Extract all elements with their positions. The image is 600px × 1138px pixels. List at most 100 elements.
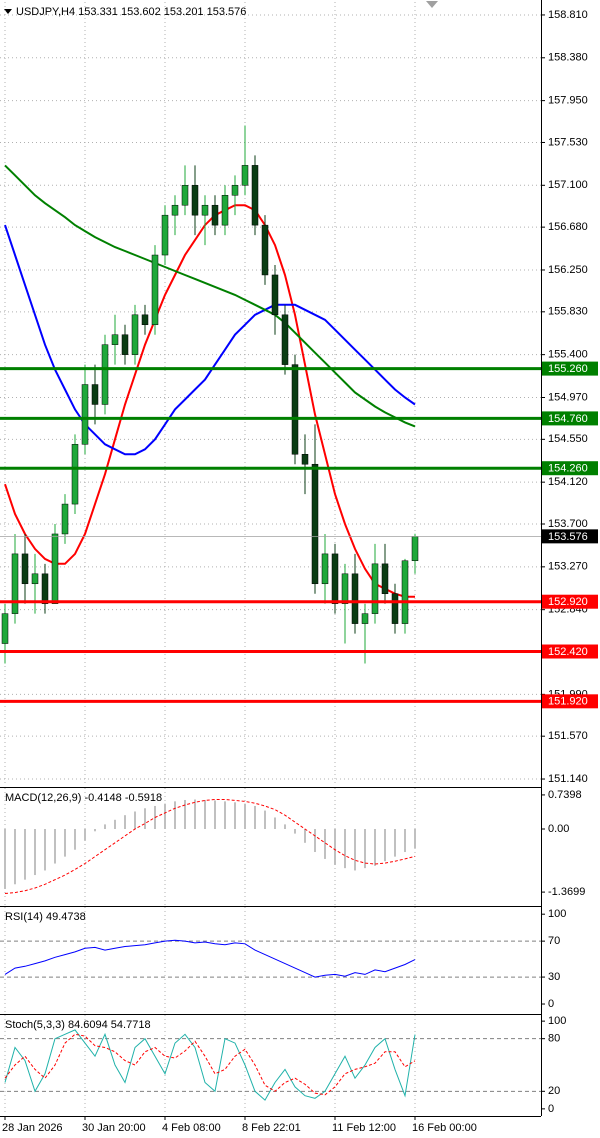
panel-title: Stoch(5,3,3) 84.6094 54.7718 <box>5 1019 151 1031</box>
candle-body <box>51 533 59 604</box>
macd-bar <box>414 828 416 849</box>
candle-body <box>151 254 159 326</box>
macd-bar <box>244 803 246 829</box>
candle-body <box>291 364 299 455</box>
y-tick-label: 0 <box>548 998 554 1010</box>
macd-bar <box>24 828 26 880</box>
candle-body <box>211 204 219 226</box>
x-tick-label: 30 Jan 20:00 <box>82 1122 146 1134</box>
macd-bar <box>64 828 66 857</box>
y-tick-label: 153.700 <box>548 518 588 530</box>
candle-body <box>381 563 389 594</box>
candle-body <box>91 384 99 405</box>
macd-bar <box>114 819 116 829</box>
y-tick-label: 157.530 <box>548 136 588 148</box>
candle-body <box>281 314 289 365</box>
candle-body <box>31 573 39 585</box>
macd-bar <box>334 828 336 865</box>
y-tick-label: 100 <box>548 1015 566 1027</box>
macd-bar <box>164 803 166 829</box>
candle-body <box>61 503 69 535</box>
x-tick-label: 11 Feb 12:00 <box>332 1122 396 1134</box>
y-tick-label: 0.00 <box>548 823 569 835</box>
y-tick-label: 154.550 <box>548 433 588 445</box>
y-tick-label: 0 <box>548 1103 554 1115</box>
macd-bar <box>324 828 326 859</box>
candle-body <box>121 334 129 355</box>
candle-body <box>251 165 259 226</box>
last-price-box <box>542 529 598 544</box>
candle-body <box>141 314 149 326</box>
last-price-label: 153.576 <box>548 531 588 543</box>
macd-bar <box>174 801 176 829</box>
macd-bar <box>134 811 136 829</box>
x-tick-label: 4 Feb 08:00 <box>162 1122 221 1134</box>
y-tick-label: 0.7398 <box>548 789 582 801</box>
candle-body <box>21 553 29 585</box>
macd-bar <box>404 828 406 853</box>
candle-body <box>401 560 409 624</box>
panel-title: RSI(14) 49.4738 <box>5 911 86 923</box>
indicator-line <box>4 1029 416 1101</box>
candle-body <box>181 185 189 206</box>
macd-bar <box>4 828 6 889</box>
candle-body <box>271 274 279 316</box>
y-tick-label: 158.380 <box>548 52 588 64</box>
macd-bar <box>144 808 146 829</box>
y-tick-label: 30 <box>548 971 560 983</box>
candle-body <box>321 553 329 585</box>
candle-body <box>351 573 359 624</box>
y-tick-label: 153.270 <box>548 561 588 573</box>
level-label: 154.760 <box>548 413 588 425</box>
moving-average <box>4 224 416 456</box>
level-label: 155.260 <box>548 363 588 375</box>
macd-bar <box>34 828 36 876</box>
macd-bar <box>84 828 86 841</box>
macd-bar <box>184 799 186 829</box>
level-label-box <box>542 694 598 709</box>
level-label-box <box>542 461 598 476</box>
candle-body <box>341 573 349 604</box>
macd-bar <box>384 828 386 862</box>
y-tick-label: 155.830 <box>548 306 588 318</box>
macd-bar <box>314 828 316 853</box>
indicator-line <box>4 1033 416 1096</box>
panel-title: MACD(12,26,9) -0.4148 -0.5918 <box>5 792 162 804</box>
macd-bar <box>374 828 376 866</box>
macd-bar <box>344 828 346 869</box>
moving-average <box>4 204 415 598</box>
level-label-box <box>542 411 598 426</box>
macd-bar <box>74 828 76 850</box>
macd-bar <box>364 828 366 869</box>
candle-body <box>301 454 309 465</box>
level-label: 152.920 <box>548 596 588 608</box>
macd-bar <box>234 802 236 829</box>
candle-body <box>221 195 229 226</box>
candle-body <box>11 553 19 614</box>
y-tick-label: 80 <box>548 1033 560 1045</box>
candle-body <box>1 613 9 644</box>
x-tick-label: 28 Jan 2026 <box>2 1122 63 1134</box>
candle-body <box>171 204 179 216</box>
candle-body <box>161 214 169 256</box>
level-label: 151.920 <box>548 696 588 708</box>
candle-body <box>261 224 269 276</box>
y-tick-label: 154.120 <box>548 476 588 488</box>
macd-bar <box>44 828 46 871</box>
candle-body <box>331 553 339 604</box>
macd-bar <box>104 824 106 829</box>
signal-line <box>4 799 416 894</box>
y-tick-label: 156.680 <box>548 221 588 233</box>
menu-arrow[interactable] <box>4 9 12 14</box>
y-tick-label: 154.970 <box>548 391 588 403</box>
candle-body <box>71 444 79 505</box>
candle-body <box>391 593 399 624</box>
candle-body <box>81 384 89 445</box>
macd-bar <box>54 828 56 864</box>
y-tick-label: 158.810 <box>548 9 588 21</box>
candle-body <box>201 204 209 216</box>
level-label-box <box>542 594 598 609</box>
